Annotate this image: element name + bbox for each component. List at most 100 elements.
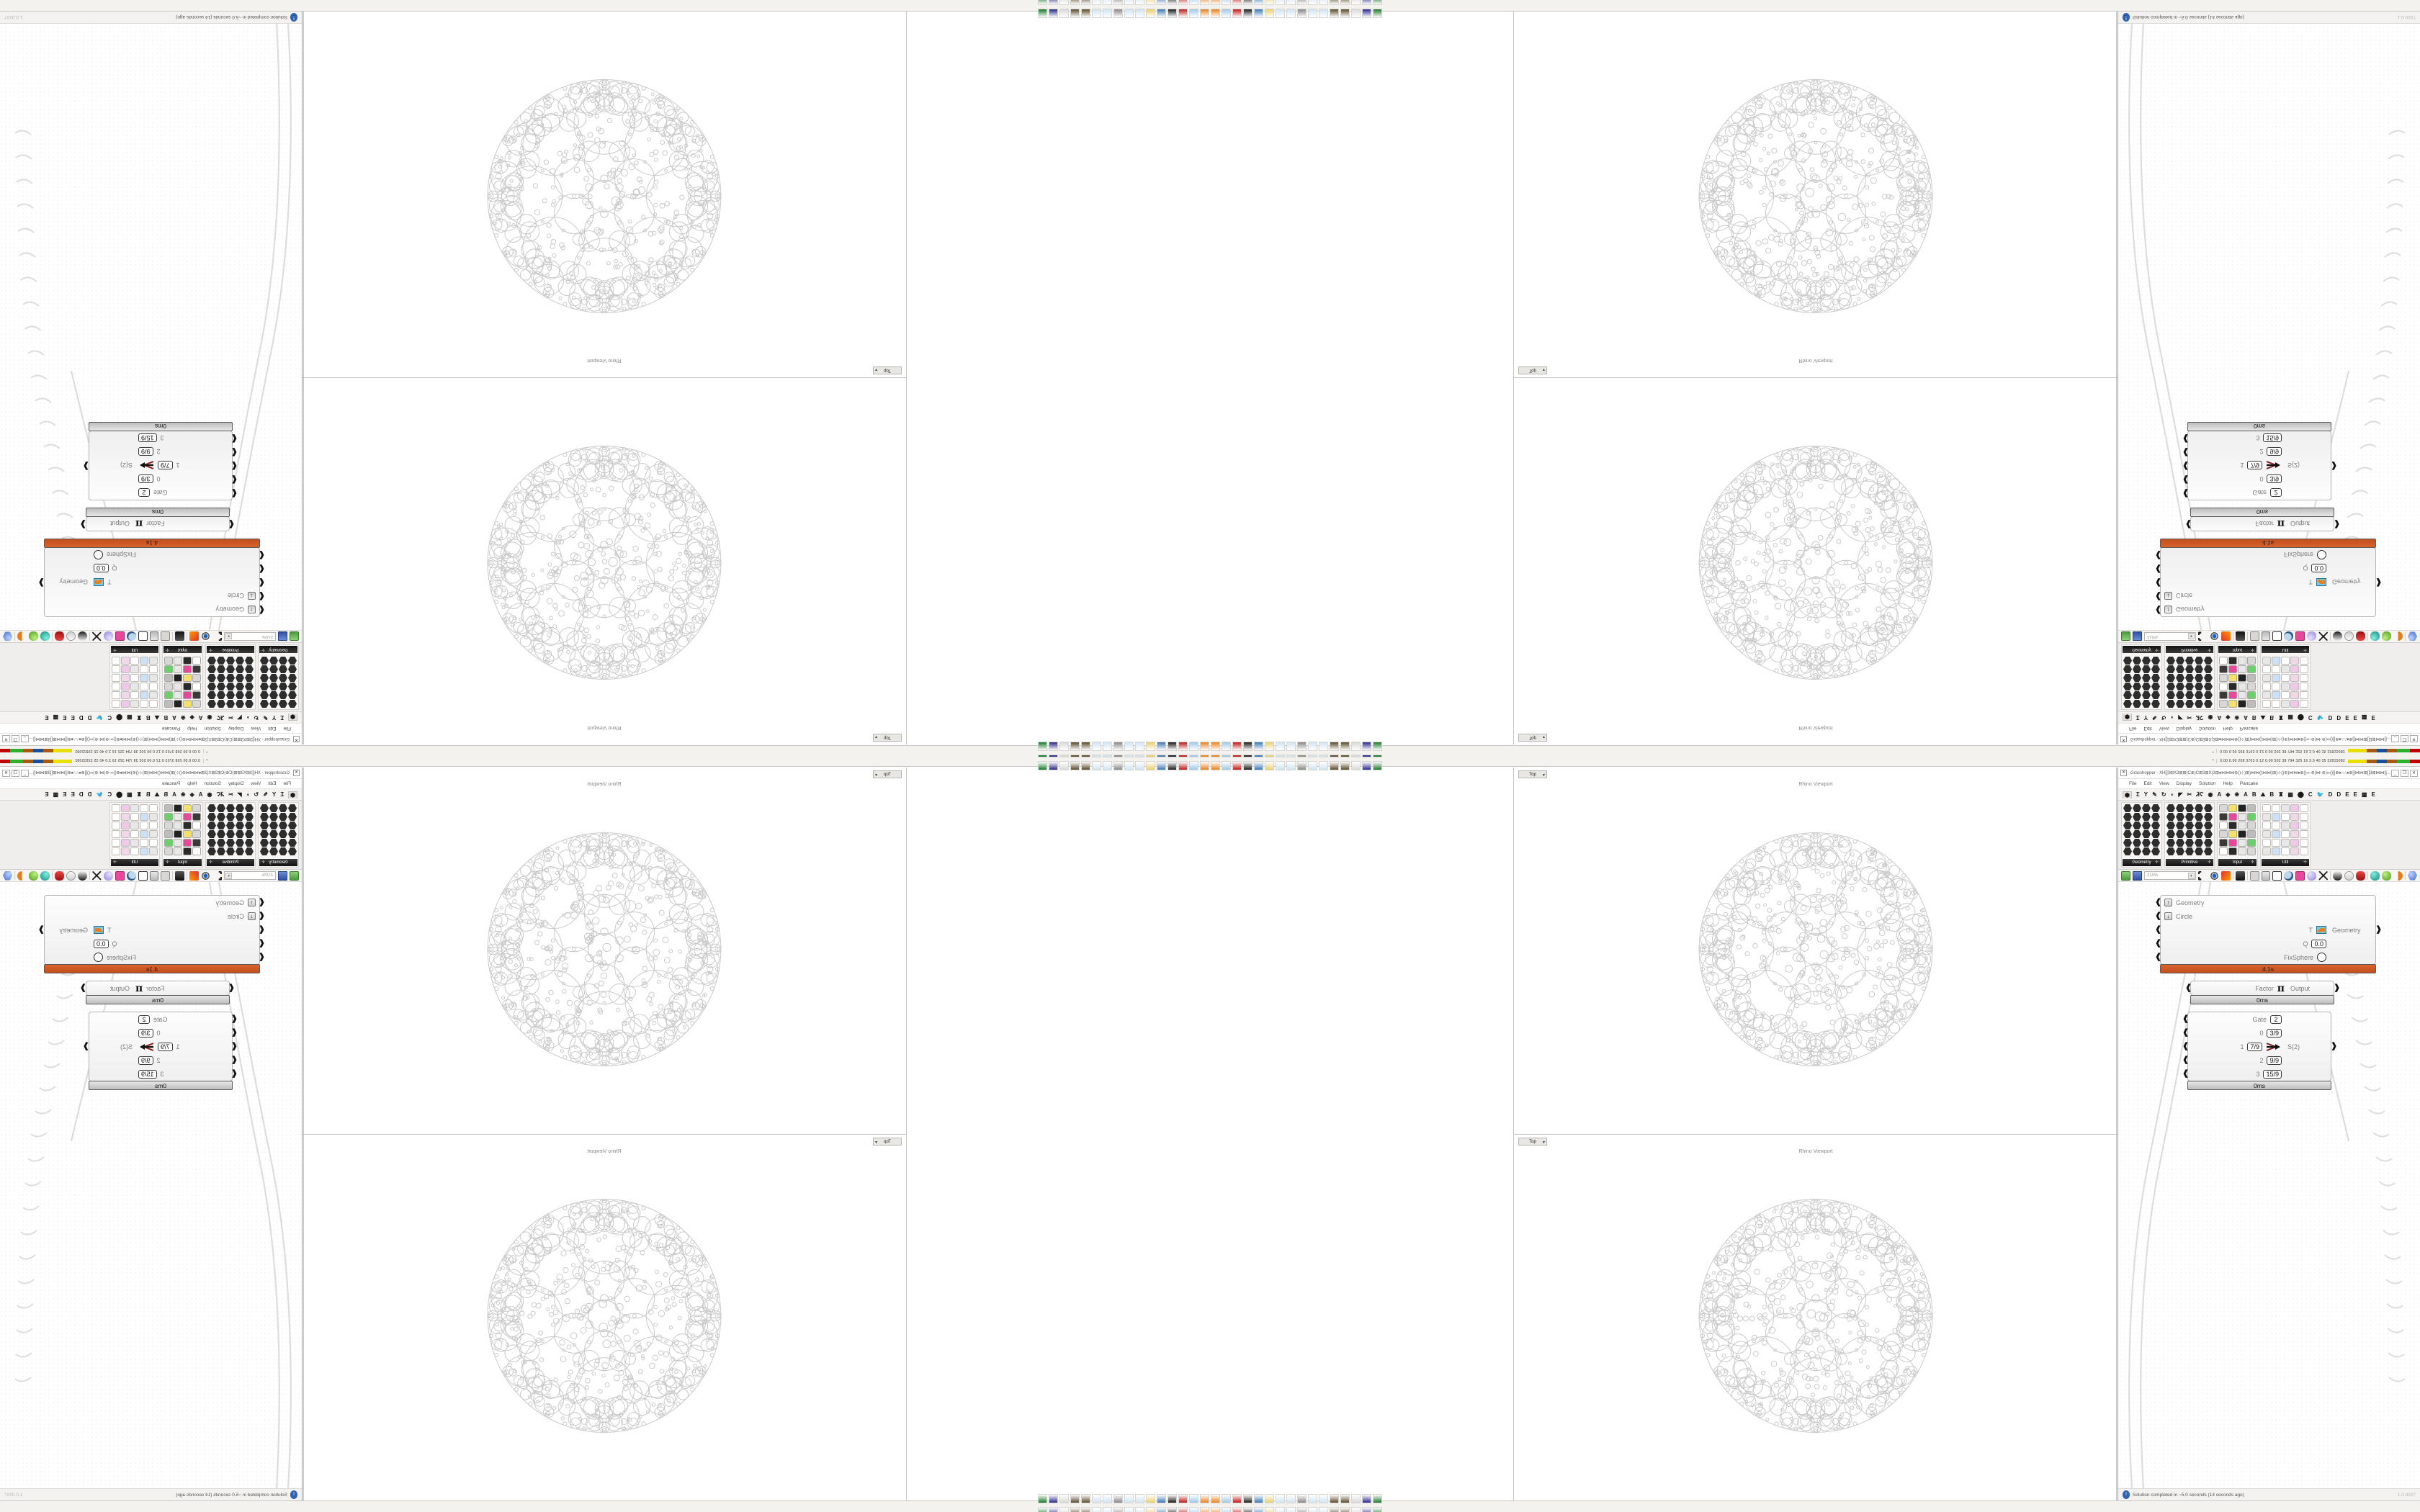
component-row[interactable]: ❰ FixSphere [2161, 950, 2375, 964]
rhino-toolbar-icon[interactable] [1211, 742, 1220, 751]
ribbon-tab-11[interactable]: ◈ [190, 791, 194, 798]
ribbon-tab-8[interactable]: ᏘϚ [2196, 791, 2203, 798]
output-port-icon[interactable]: ❱ [39, 578, 45, 586]
rhino-viewport-bottom[interactable]: Top ▼ Rhino Viewport [302, 1134, 906, 1500]
component-icon[interactable] [2219, 813, 2228, 821]
input-port-icon[interactable]: ❰ [2182, 462, 2188, 469]
component-icon[interactable] [2142, 847, 2151, 855]
component-icon[interactable] [269, 839, 278, 847]
component-icon[interactable] [279, 847, 287, 855]
value-field[interactable]: 0.0 [2311, 940, 2326, 948]
component-icon[interactable] [2290, 830, 2299, 838]
rhino-toolbar-icon[interactable] [1081, 0, 1090, 6]
component-icon[interactable] [226, 839, 235, 847]
ribbon-tab-6[interactable]: ◤ [2178, 714, 2182, 721]
component-icon[interactable] [149, 674, 158, 682]
grasshopper-canvas-toolbar[interactable]: 210% ▾ [0, 630, 302, 642]
component-icon[interactable] [121, 700, 130, 708]
fit-view-icon[interactable] [212, 871, 222, 881]
component-icon[interactable] [2300, 674, 2308, 682]
output-port-icon[interactable]: ❱ [81, 520, 86, 528]
ribbon-tab-21[interactable]: 🐦 [96, 791, 103, 798]
value-field[interactable]: 3/9 [138, 475, 153, 484]
rhino-viewport-area[interactable]: Top ▼ Rhino Viewport Top ▼ Rhino Viewpor… [1513, 12, 2117, 744]
input-port-icon[interactable]: ❰ [2182, 1015, 2188, 1023]
open-folder-icon[interactable] [290, 632, 299, 642]
component-icon[interactable] [2195, 700, 2203, 708]
component-icon[interactable] [269, 657, 278, 665]
component-icon[interactable] [2228, 700, 2237, 708]
rhino-toolbar-icon[interactable] [1362, 1507, 1371, 1512]
rhino-toolbar-icon[interactable] [1340, 0, 1350, 6]
color-swatch[interactable] [2348, 750, 2367, 753]
component-icon[interactable] [2142, 683, 2151, 690]
input-port-icon[interactable]: ❰ [2155, 953, 2161, 961]
rhino-toolbar-icon[interactable] [1135, 1507, 1144, 1512]
component-icon[interactable] [2300, 847, 2308, 855]
component-icon[interactable] [2176, 691, 2184, 699]
input-port-icon[interactable]: ❰ [2182, 434, 2188, 442]
component-icon[interactable] [2281, 830, 2290, 838]
rhino-bottom-toolbar[interactable] [1210, 1500, 2420, 1512]
rhino-toolbar-icon[interactable] [1157, 761, 1166, 770]
rhino-toolbar-icon[interactable] [1135, 0, 1144, 6]
ribbon-tab-18[interactable]: ▦ [2287, 714, 2293, 721]
ribbon-tab-14[interactable]: B [2252, 714, 2257, 721]
panel-expand-icon[interactable]: ✛ [2251, 646, 2254, 653]
component-icon[interactable] [164, 813, 173, 821]
rhino-toolbar-icons-left[interactable] [1210, 756, 1383, 774]
component-icon[interactable] [245, 674, 254, 682]
output-port-icon[interactable]: ❱ [2331, 462, 2336, 469]
color-swatch[interactable] [2410, 760, 2420, 763]
rhino-toolbar-icon[interactable] [1211, 9, 1220, 19]
ribbon-tab-23[interactable]: D [2336, 791, 2341, 798]
rhino-toolbar-icon[interactable] [1168, 761, 1177, 770]
component-icon[interactable] [2151, 847, 2160, 855]
component-icon[interactable] [279, 804, 287, 812]
ribbon-tab-9[interactable]: ◉ [207, 791, 212, 798]
rhino-toolbar-icon[interactable] [1157, 0, 1166, 6]
ribbon-tab-15[interactable]: ⛰ [2261, 714, 2266, 721]
gh-component-fixsphere[interactable]: ❰ ↑ Geometry ❰ ↓ Circle ❰ T Geometry ❱ ❰ Q 0.0 ❰ FixSp… [44, 539, 260, 617]
rhino-toolbar-icon[interactable] [1189, 742, 1198, 751]
maximize-button[interactable]: ❐ [12, 770, 19, 777]
component-row[interactable]: ❰ FixSphere [2161, 548, 2375, 562]
component-icon[interactable] [2238, 822, 2246, 829]
component-icon[interactable] [192, 683, 201, 690]
component-icon[interactable] [140, 813, 148, 821]
rhino-toolbar-icon[interactable] [1362, 742, 1371, 751]
preview-eye-icon[interactable] [2210, 871, 2219, 881]
component-icon[interactable] [2142, 674, 2151, 682]
ribbon-tab-2[interactable]: Y [272, 791, 276, 798]
arrow-up-icon[interactable]: ↑ [2164, 606, 2172, 613]
menu-item-help[interactable]: Help [187, 781, 197, 786]
component-icon[interactable] [2195, 665, 2203, 673]
value-field[interactable]: 15/9 [2263, 1070, 2282, 1079]
component-icon[interactable] [112, 700, 120, 708]
component-icon[interactable] [2123, 674, 2132, 682]
menu-item-display[interactable]: Display [228, 781, 243, 786]
ribbon-tab-13[interactable]: A [2244, 791, 2248, 798]
rhino-toolbar-icon[interactable] [1243, 9, 1252, 19]
rhino-color-swatches[interactable] [0, 749, 72, 753]
component-panel-primitive[interactable]: Primitive ✛ [2164, 802, 2215, 868]
component-row[interactable]: ❰ 2 9/9 [2188, 1053, 2331, 1067]
gha-icon[interactable] [150, 871, 159, 881]
shade-shaded-icon[interactable] [2333, 871, 2342, 881]
rhino-toolbar-icon[interactable] [1157, 1494, 1166, 1503]
viewport-mode-dropdown-bottom[interactable]: Top ▼ [873, 1138, 902, 1146]
ribbon-tab-8[interactable]: ᏘϚ [217, 714, 224, 721]
ribbon-tab-6[interactable]: ◤ [237, 714, 241, 721]
component-icon[interactable] [174, 822, 182, 829]
rhino-viewport-area[interactable]: Top ▼ Rhino Viewport Top ▼ Rhino Viewpor… [303, 12, 907, 744]
rhino-toolbar-icon[interactable] [1222, 1494, 1231, 1503]
ribbon-tab-15[interactable]: ⛰ [155, 714, 160, 721]
rhino-top-toolbar[interactable]: ⌃ 0.00 0.00 208 3703 0.12 0.00 502 38 79… [1210, 756, 2420, 767]
bake-icon[interactable] [2221, 871, 2231, 881]
component-icon[interactable] [269, 691, 278, 699]
component-icon[interactable] [2195, 839, 2203, 847]
component-row[interactable]: ❰ FixSphere [45, 548, 259, 562]
rhino-viewport-bottom[interactable]: Top ▼ Rhino Viewport [1514, 1134, 2118, 1500]
component-icon[interactable] [121, 830, 130, 838]
component-icon[interactable] [226, 657, 235, 665]
